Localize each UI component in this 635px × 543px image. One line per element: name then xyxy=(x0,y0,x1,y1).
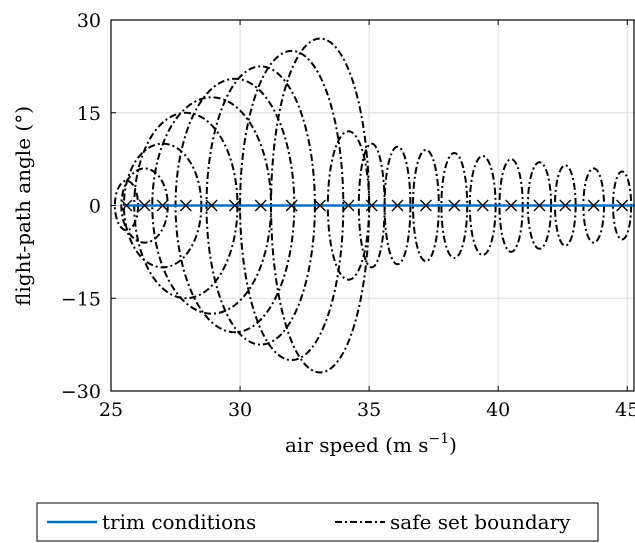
trim-point-marker xyxy=(285,199,298,212)
trim-point-marker xyxy=(448,199,461,212)
trim-point-markers xyxy=(120,199,629,212)
trim-point-marker xyxy=(419,199,432,212)
trim-point-marker xyxy=(587,199,600,212)
x-tick-labels: 25 30 35 40 45 xyxy=(99,399,635,421)
trim-point-marker xyxy=(559,199,572,212)
trim-point-marker xyxy=(505,199,518,212)
legend-box xyxy=(36,502,599,542)
axis-ticks xyxy=(110,19,628,392)
legend-label-safe-set: safe set boundary xyxy=(390,510,571,534)
y-tick-label: 15 xyxy=(77,103,101,125)
legend-label-trim: trim conditions xyxy=(102,510,256,534)
trim-point-marker xyxy=(365,199,378,212)
trim-point-marker xyxy=(156,199,169,212)
trim-point-marker xyxy=(342,199,355,212)
y-tick-labels: −30 −15 0 15 30 xyxy=(61,10,101,403)
x-tick-label: 45 xyxy=(615,399,635,421)
x-axis-title: air speed (m s−1) xyxy=(285,431,457,457)
y-tick-label: 0 xyxy=(89,196,101,218)
trim-point-marker xyxy=(254,199,267,212)
x-tick-label: 25 xyxy=(99,399,123,421)
trim-point-marker xyxy=(228,199,241,212)
trim-point-marker xyxy=(476,199,489,212)
trim-point-marker xyxy=(391,199,404,212)
trim-point-marker xyxy=(179,199,192,212)
y-axis-title: flight-path angle (°) xyxy=(11,106,35,306)
trim-point-marker xyxy=(314,199,327,212)
y-tick-label: −15 xyxy=(61,288,101,310)
x-tick-label: 30 xyxy=(228,399,252,421)
trim-point-marker xyxy=(120,199,133,212)
trim-point-marker xyxy=(205,199,218,212)
x-tick-label: 40 xyxy=(486,399,510,421)
y-tick-label: −30 xyxy=(61,381,101,403)
legend: trim conditions safe set boundary xyxy=(36,502,599,542)
x-tick-label: 35 xyxy=(357,399,381,421)
trim-point-marker xyxy=(616,199,629,212)
y-tick-label: 30 xyxy=(77,10,101,32)
trim-point-marker xyxy=(533,199,546,212)
trim-point-marker xyxy=(138,199,151,212)
